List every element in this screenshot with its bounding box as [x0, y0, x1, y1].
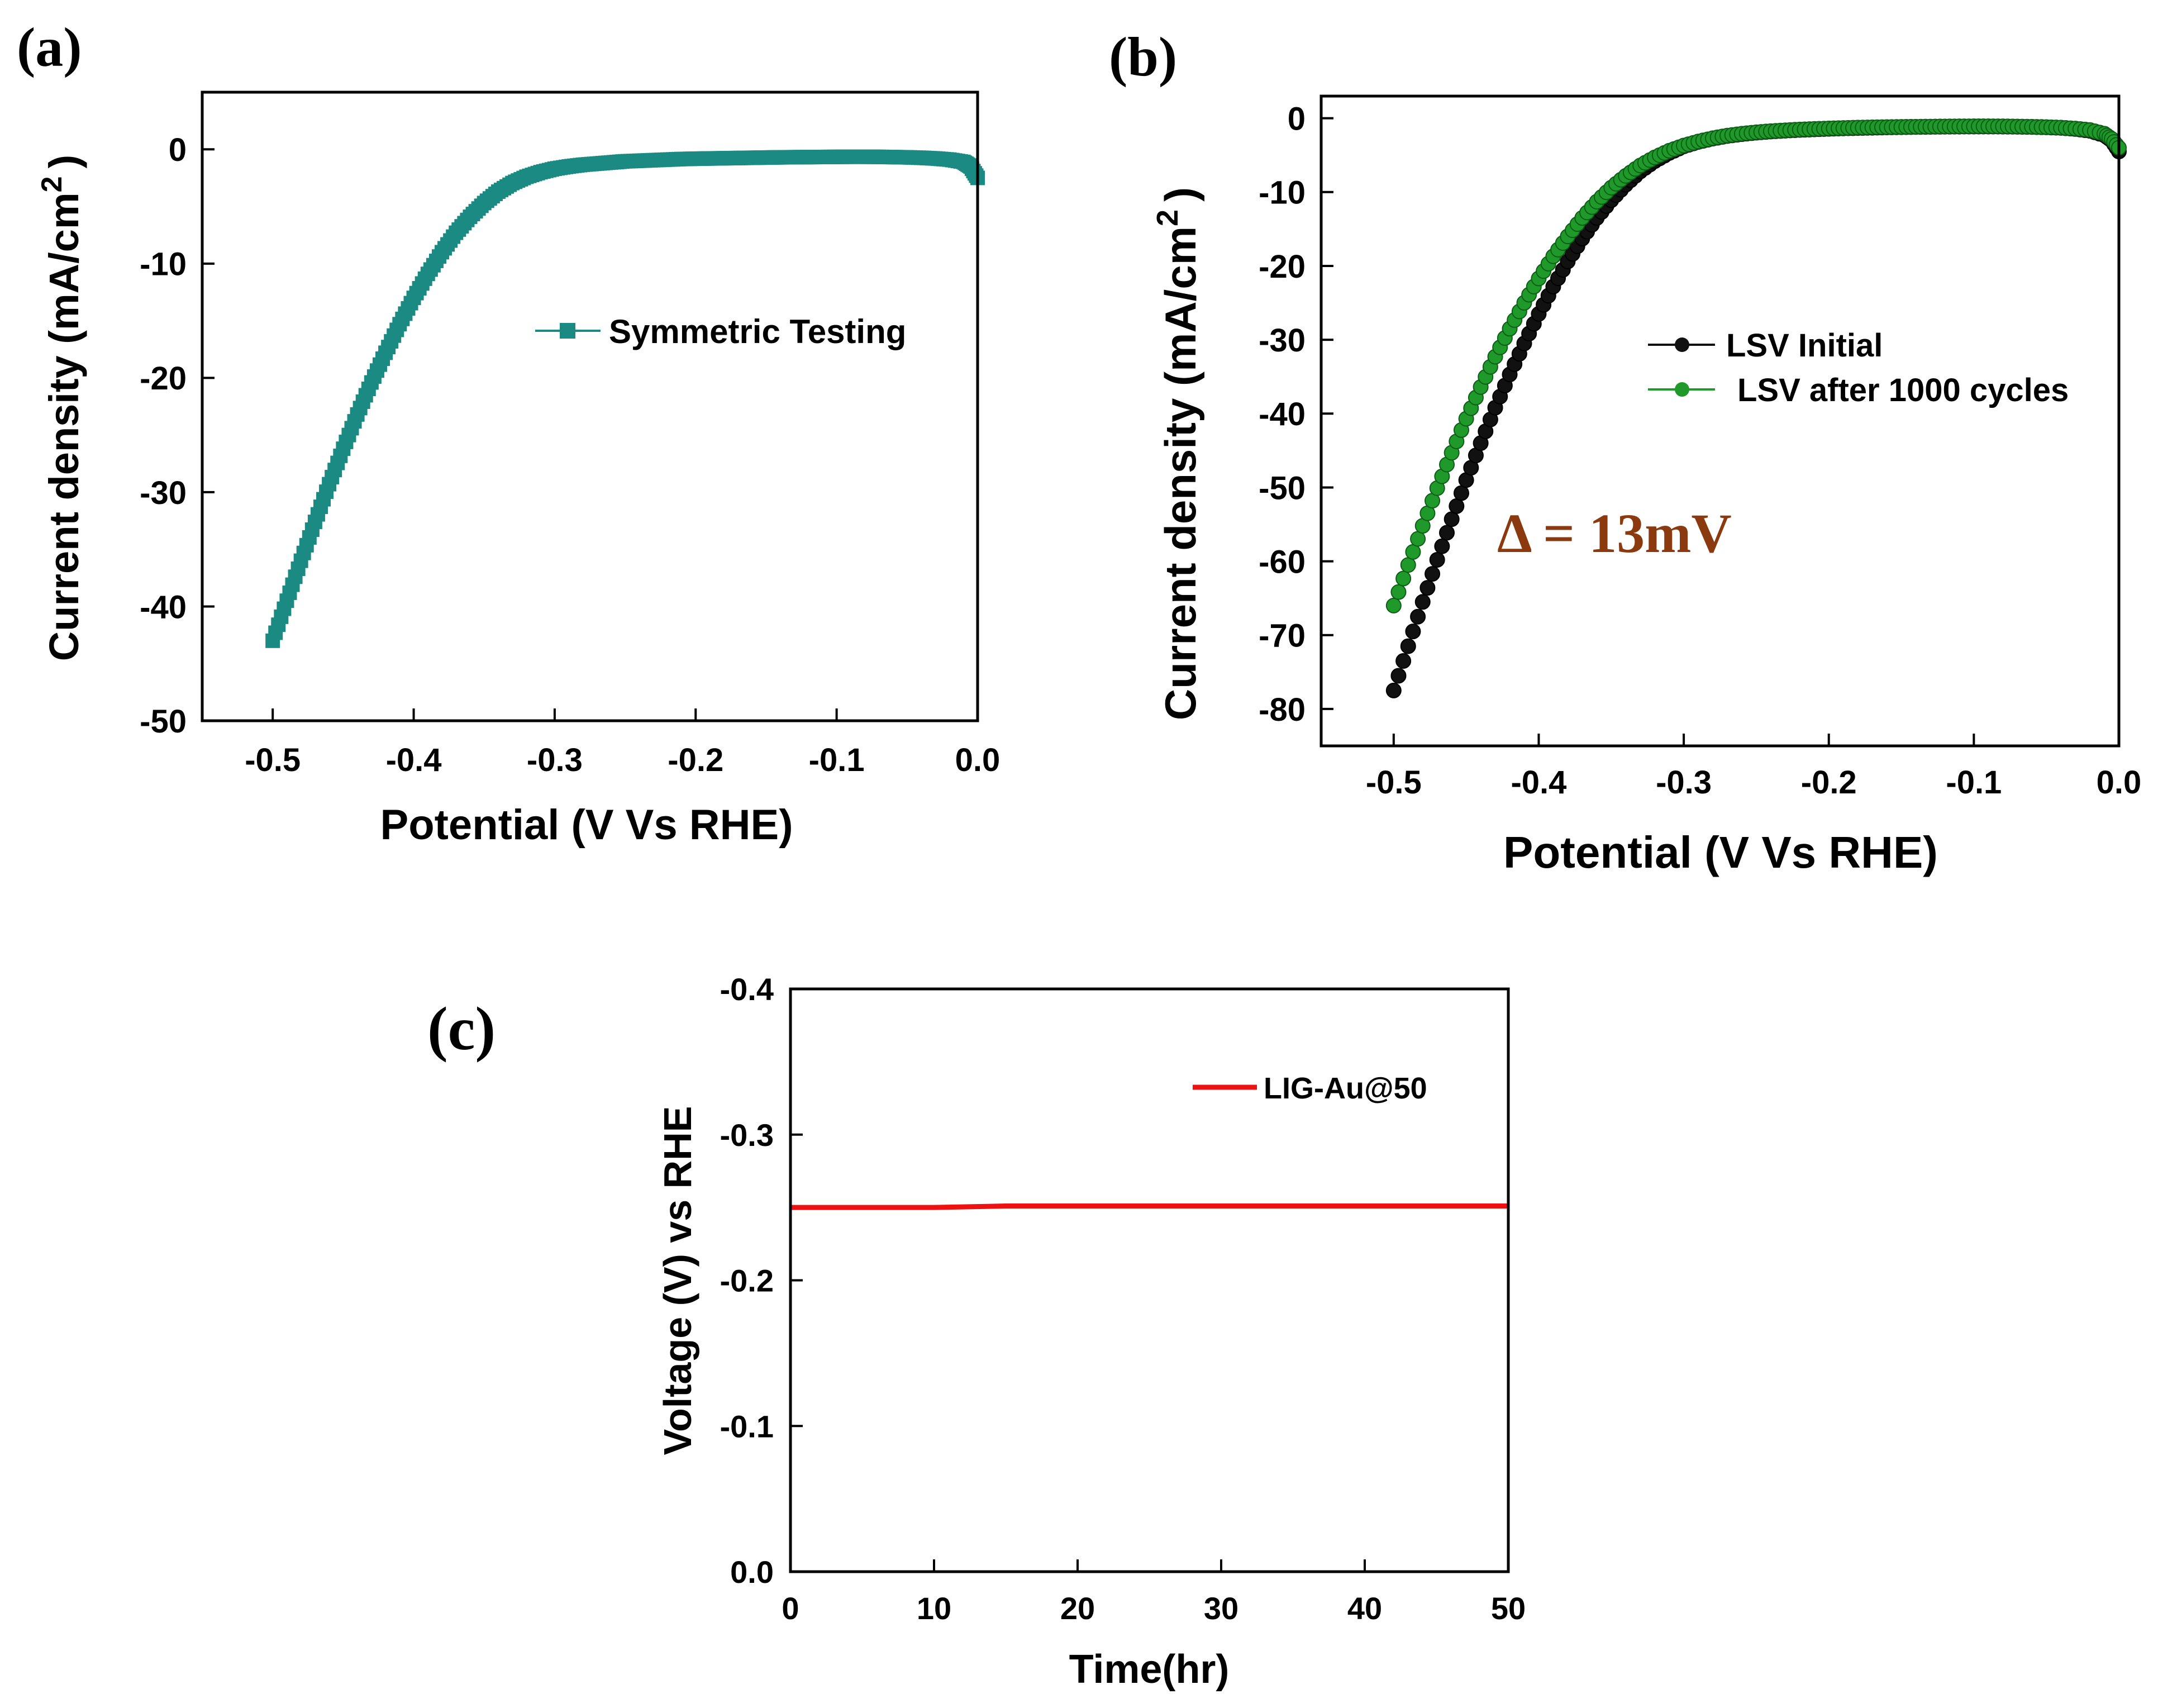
panel-c-legend-label: LIG-Au@50: [1264, 1072, 1427, 1105]
y-tick-label: -50: [140, 703, 187, 740]
panel-b: (b) -0.5 -0.4 -0.3 -0.2 -0.1 0.0 0 -10 -20 -30 -4…: [1109, 26, 2141, 877]
x-tick-label: -0.5: [1366, 764, 1422, 801]
x-tick-label: -0.1: [809, 742, 865, 778]
panel-a-series-symmetric-testing: [265, 149, 985, 648]
panel-a-x-axis-label: Potential (V Vs RHE): [380, 801, 793, 849]
panel-a-label: (a): [17, 16, 82, 78]
y-tick-label: -40: [1259, 396, 1306, 432]
y-tick-label: 0: [169, 132, 187, 168]
y-tick-label: -50: [1259, 470, 1306, 506]
y-tick-label: 0.0: [730, 1554, 774, 1590]
panel-b-label: (b): [1109, 26, 1177, 88]
y-tick-label: -40: [140, 589, 187, 625]
panel-a-legend-label: Symmetric Testing: [609, 313, 906, 350]
panel-b-x-ticks: -0.5 -0.4 -0.3 -0.2 -0.1 0.0: [1366, 734, 2141, 801]
data-point: [1434, 538, 1450, 554]
data-point: [1425, 566, 1441, 582]
y-tick-label: -30: [1259, 322, 1306, 359]
panel-c-x-ticks: 0 10 20 30 40 50: [782, 1559, 1526, 1626]
panel-a-legend-marker: [560, 323, 575, 339]
x-tick-label: -0.4: [386, 742, 442, 778]
data-point: [1410, 531, 1426, 547]
panel-b-series-lsv-after-1000-cycles: [1385, 118, 2127, 613]
panel-c-x-axis-label: Time(hr): [1069, 1647, 1230, 1692]
panel-b-y-ticks: 0 -10 -20 -30 -40 -50 -60 -70 -80: [1259, 101, 1333, 728]
series-line: [790, 1203, 1508, 1210]
panel-b-legend-label-initial: LSV Initial: [1726, 327, 1883, 364]
panel-a-y-ticks: 0 -10 -20 -30 -40 -50: [140, 132, 215, 740]
panel-a: (a) -0.5 -0.4 -0.3 -0.2 -0.1 0.0 0 -10 -20 -30 -4…: [17, 16, 1000, 849]
data-point: [1400, 557, 1416, 573]
data-point: [1405, 544, 1421, 560]
panel-b-y-axis-label: Current density (mA/cm2): [1151, 187, 1205, 720]
data-point: [1414, 594, 1431, 610]
x-tick-label: -0.1: [1946, 764, 2002, 801]
y-tick-label: -0.3: [720, 1117, 774, 1153]
y-tick-label: -30: [140, 475, 187, 511]
panel-c-y-axis-label: Voltage (V) vs RHE: [656, 1106, 699, 1455]
y-tick-label: -60: [1259, 544, 1306, 580]
panel-b-legend-marker-initial: [1675, 337, 1689, 352]
y-tick-label: -80: [1259, 692, 1306, 728]
y-tick-label: -0.4: [720, 972, 774, 1007]
panel-a-plot-frame: [201, 91, 979, 722]
data-point: [1385, 597, 1402, 613]
data-point: [1410, 608, 1426, 625]
y-tick-label: -0.1: [720, 1409, 774, 1444]
data-point: [1419, 580, 1436, 596]
x-tick-label: -0.3: [1656, 764, 1712, 801]
panel-b-plot-frame: [1319, 94, 2121, 748]
x-tick-label: 50: [1491, 1591, 1526, 1626]
panel-b-legend-label-cycled: LSV after 1000 cycles: [1737, 372, 2069, 408]
x-tick-label: 40: [1347, 1591, 1382, 1626]
y-tick-label: -20: [140, 360, 187, 397]
x-tick-label: -0.4: [1511, 764, 1566, 801]
x-tick-label: 0: [782, 1591, 799, 1626]
data-point: [1395, 570, 1412, 587]
y-tick-label: -70: [1259, 618, 1306, 654]
data-point: [1444, 511, 1460, 527]
panel-c-y-ticks: 0.0 -0.1 -0.2 -0.3 -0.4: [720, 972, 803, 1590]
y-tick-label: -0.2: [720, 1263, 774, 1298]
panel-a-y-axis-label: Current density (mA/cm2): [36, 155, 87, 661]
data-point: [1400, 638, 1416, 654]
panel-b-legend-marker-cycled: [1675, 382, 1689, 397]
panel-b-legend: LSV Initial LSV after 1000 cycles: [1648, 327, 2069, 408]
data-point: [1385, 682, 1402, 698]
data-point: [1453, 485, 1469, 501]
panel-c-label: (c): [427, 995, 496, 1063]
x-tick-label: -0.5: [245, 742, 301, 778]
y-tick-label: -10: [140, 246, 187, 283]
x-tick-label: 0.0: [955, 742, 1001, 778]
x-tick-label: -0.3: [527, 742, 583, 778]
panel-b-delta-annotation: Δ = 13mV: [1497, 502, 1732, 564]
panel-b-x-axis-label: Potential (V Vs RHE): [1503, 827, 1938, 877]
panel-c: (c) 0 10 20 30 40 50 0.0 -0.1 -0.2 -0.3 -0.4 Time…: [427, 972, 1526, 1692]
data-point: [1429, 551, 1445, 568]
panel-a-x-ticks: -0.5 -0.4 -0.3 -0.2 -0.1 0.0: [245, 708, 1000, 778]
x-tick-label: -0.2: [668, 742, 723, 778]
panel-c-series-lig-au50: [790, 1203, 1508, 1210]
data-point: [1439, 525, 1455, 541]
y-tick-label: 0: [1288, 101, 1306, 137]
panel-a-legend: Symmetric Testing: [535, 313, 906, 350]
x-tick-label: 10: [917, 1591, 951, 1626]
panel-c-legend: LIG-Au@50: [1193, 1072, 1427, 1105]
data-point: [1395, 653, 1412, 669]
y-tick-label: -10: [1259, 175, 1306, 211]
data-point: [1390, 668, 1407, 684]
x-tick-label: 0.0: [2097, 764, 2142, 801]
data-point: [1449, 498, 1465, 514]
data-point: [1390, 584, 1407, 600]
x-tick-label: -0.2: [1801, 764, 1857, 801]
y-tick-label: -20: [1259, 249, 1306, 285]
data-point: [1405, 624, 1421, 640]
x-tick-label: 30: [1204, 1591, 1238, 1626]
x-tick-label: 20: [1060, 1591, 1095, 1626]
